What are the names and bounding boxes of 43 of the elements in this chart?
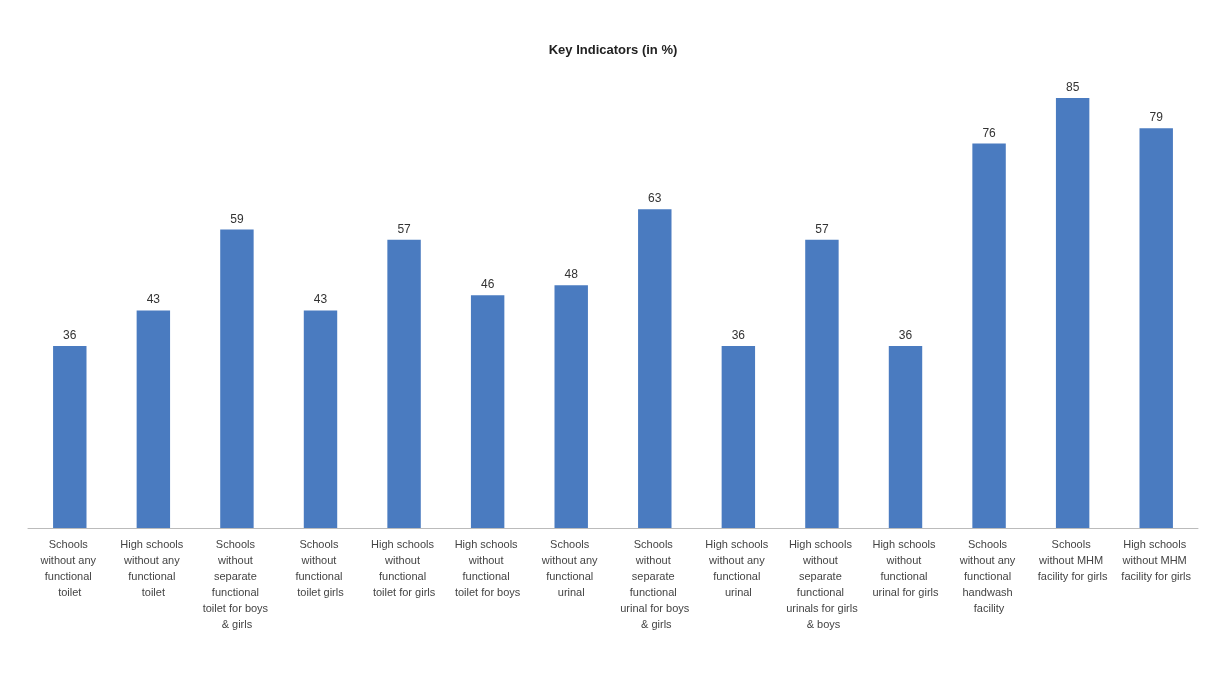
x-tick-label: High schools without any functional toilet — [120, 538, 187, 598]
bar — [1139, 128, 1173, 528]
data-label: 57 — [397, 221, 412, 236]
bar — [470, 295, 505, 528]
data-label: 63 — [648, 191, 662, 206]
bar — [387, 239, 421, 528]
data-label: 36 — [731, 327, 746, 342]
data-label: 59 — [230, 211, 244, 226]
bar — [220, 229, 254, 528]
data-label: 36 — [63, 327, 77, 342]
bar — [721, 345, 756, 528]
data-label: 57 — [815, 221, 829, 236]
data-label: 76 — [982, 125, 997, 140]
bar — [136, 310, 171, 528]
x-tick-label: Schools without separate functional toilet for boys & girls — [202, 538, 272, 630]
data-label: 46 — [480, 277, 495, 292]
data-label: 48 — [564, 267, 579, 282]
bar — [1055, 98, 1090, 528]
x-tick-label: Schools without MHM facility for girls — [1037, 538, 1108, 582]
x-tick-label: High schools without functional urinal for girls — [872, 538, 940, 598]
bar — [972, 143, 1006, 528]
x-tick-label: High schools without functional toilet for boys — [454, 538, 521, 598]
x-tick-label: High schools without functional toilet for girls — [371, 538, 438, 598]
x-tick-label: High schools without separate functional urinals for girls & boys — [786, 538, 859, 630]
chart-title: Key Indicators (in %) — [548, 42, 678, 57]
x-tick-label: Schools without functional toilet girls — [295, 538, 346, 598]
bar — [638, 209, 672, 528]
bar — [888, 345, 923, 528]
data-label: 79 — [1149, 110, 1164, 125]
bar — [805, 239, 839, 528]
data-label: 43 — [146, 292, 161, 307]
bar — [554, 285, 588, 528]
bar — [53, 345, 87, 528]
x-tick-label: Schools without any functional handwash facility — [958, 538, 1019, 614]
data-label: 43 — [313, 292, 328, 307]
x-tick-label: Schools without any functional toilet — [39, 538, 100, 598]
x-tick-label: High schools without MHM facility for girls — [1121, 538, 1192, 582]
x-tick-label: Schools without any functional urinal — [540, 538, 601, 598]
data-label: 85 — [1065, 80, 1080, 94]
x-tick-label: Schools without separate functional urinal for boys & girls — [620, 538, 690, 630]
data-label: 36 — [898, 327, 913, 342]
x-tick-label: High schools without any functional urinal — [705, 538, 772, 598]
bar — [303, 310, 338, 528]
